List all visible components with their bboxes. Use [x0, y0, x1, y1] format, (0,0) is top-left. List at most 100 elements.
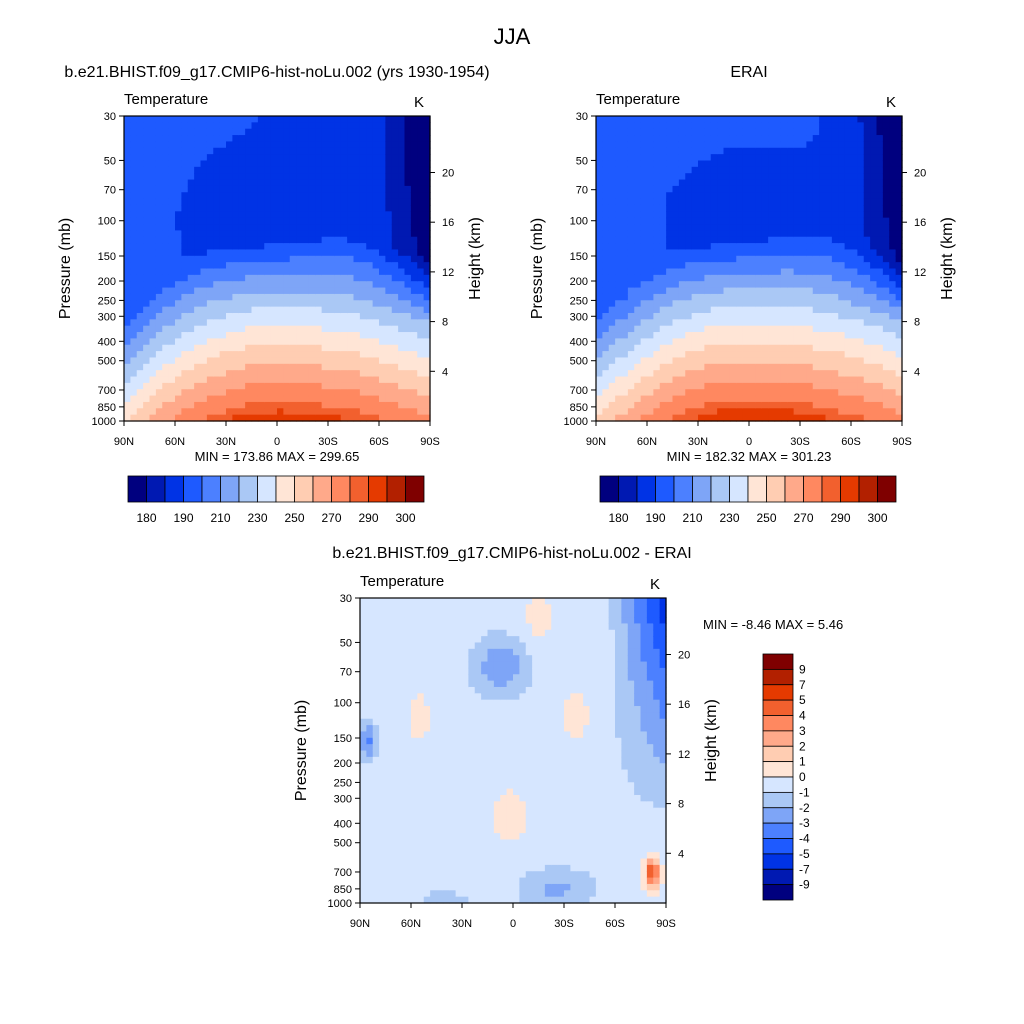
field-cell	[219, 166, 227, 174]
field-cell	[130, 376, 138, 384]
field-cell	[264, 217, 272, 225]
field-cell	[360, 680, 367, 688]
field-cell	[653, 274, 661, 282]
field-cell	[385, 661, 393, 669]
field-cell	[385, 281, 393, 289]
field-cell	[385, 699, 393, 707]
field-cell	[710, 211, 718, 219]
field-cell	[704, 147, 712, 155]
field-cell	[194, 306, 202, 314]
field-cell	[761, 395, 769, 403]
field-cell	[423, 389, 431, 397]
field-cell	[213, 287, 221, 295]
field-cell	[844, 211, 852, 219]
field-cell	[136, 230, 144, 238]
field-cell	[825, 274, 833, 282]
field-cell	[895, 141, 903, 149]
field-cell	[787, 211, 795, 219]
field-cell	[423, 363, 431, 371]
field-cell	[340, 185, 348, 193]
field-cell	[736, 408, 744, 416]
field-cell	[251, 243, 259, 251]
field-cell	[187, 166, 195, 174]
field-cell	[238, 389, 246, 397]
field-cell	[175, 179, 182, 187]
field-cell	[647, 230, 654, 238]
field-cell	[143, 281, 151, 289]
field-cell	[149, 204, 157, 212]
field-cell	[806, 236, 814, 244]
field-cell	[232, 185, 240, 193]
field-cell	[334, 268, 342, 276]
field-cell	[672, 319, 680, 327]
field-cell	[162, 293, 170, 301]
field-cell	[678, 363, 686, 371]
colorbar-swatch	[655, 475, 675, 503]
field-cell	[257, 300, 265, 308]
field-cell	[723, 224, 731, 231]
field-cell	[800, 230, 807, 238]
field-cell	[359, 185, 367, 193]
field-cell	[175, 249, 182, 257]
field-cell	[672, 376, 680, 384]
field-cell	[194, 344, 202, 352]
field-cell	[379, 173, 386, 181]
field-cell	[181, 414, 189, 422]
field-cell	[162, 135, 170, 143]
field-cell	[315, 128, 323, 136]
field-cell	[691, 243, 699, 251]
field-cell	[876, 116, 884, 123]
field-cell	[385, 389, 393, 397]
field-cell	[168, 262, 176, 270]
field-cell	[302, 243, 310, 251]
field-cell	[124, 185, 131, 193]
field-cell	[704, 230, 712, 238]
field-cell	[723, 192, 731, 200]
field-cell	[372, 325, 380, 333]
field-cell	[410, 185, 418, 193]
field-cell	[806, 185, 814, 193]
field-cell	[596, 192, 603, 200]
field-cell	[136, 401, 144, 409]
field-cell	[404, 363, 412, 371]
field-cell	[647, 414, 654, 422]
field-cell	[398, 147, 406, 155]
field-cell	[615, 166, 623, 174]
field-cell	[647, 319, 654, 327]
field-cell	[379, 750, 387, 758]
field-cell	[308, 135, 316, 143]
field-cell	[736, 287, 744, 295]
field-cell	[404, 319, 412, 327]
field-cell	[691, 166, 699, 174]
field-cell	[698, 325, 705, 333]
field-cell	[302, 395, 310, 403]
field-cell	[168, 179, 176, 187]
field-cell	[168, 300, 176, 308]
field-cell	[819, 281, 827, 289]
field-cell	[761, 160, 769, 168]
field-cell	[806, 319, 814, 327]
field-cell	[257, 236, 265, 244]
field-cell	[666, 268, 674, 276]
field-cell	[729, 287, 737, 295]
field-cell	[844, 141, 852, 149]
field-cell	[825, 122, 833, 130]
field-cell	[647, 249, 654, 257]
field-cell	[257, 274, 265, 282]
field-cell	[379, 166, 386, 174]
field-cell	[723, 395, 731, 403]
field-cell	[851, 224, 858, 231]
field-cell	[659, 389, 667, 397]
field-cell	[615, 160, 623, 168]
field-cell	[206, 262, 214, 270]
field-cell	[175, 198, 182, 206]
field-cell	[289, 357, 297, 365]
field-cell	[672, 147, 680, 155]
field-cell	[806, 154, 814, 162]
field-cell	[608, 332, 616, 339]
field-cell	[238, 173, 246, 181]
field-cell	[615, 306, 623, 314]
field-cell	[308, 287, 316, 295]
field-cell	[812, 338, 820, 346]
field-cell	[812, 395, 820, 403]
